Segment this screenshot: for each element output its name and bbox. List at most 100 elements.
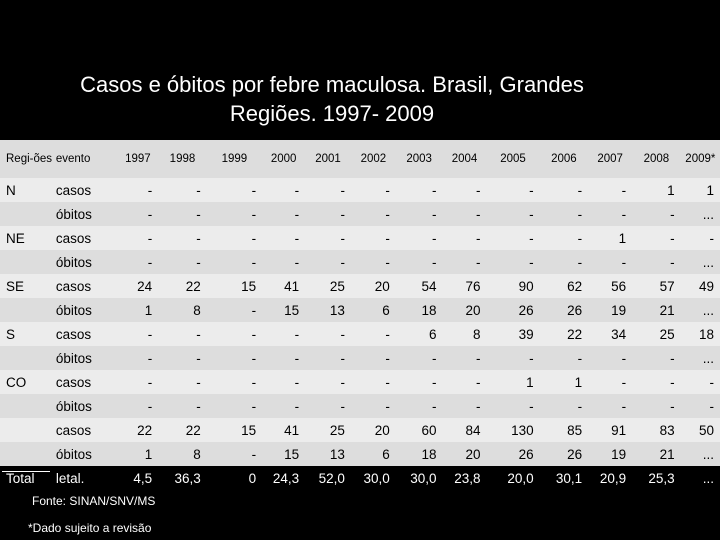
- event-cell: casos: [53, 322, 118, 346]
- event-cell: letal.: [53, 466, 118, 490]
- value-cell: -: [262, 178, 306, 202]
- value-cell: -: [395, 202, 443, 226]
- region-cell: [0, 346, 54, 370]
- value-cell: -: [680, 370, 720, 394]
- value-cell: -: [158, 322, 207, 346]
- value-cell: 25: [632, 322, 681, 346]
- value-cell: 25,3: [632, 466, 681, 490]
- value-cell: 56: [588, 274, 633, 298]
- value-cell: -: [350, 226, 396, 250]
- value-cell: 6: [395, 322, 443, 346]
- value-cell: 15: [206, 418, 263, 442]
- value-cell: -: [117, 322, 159, 346]
- value-cell: -: [350, 250, 396, 274]
- value-cell: -: [117, 202, 159, 226]
- value-cell: -: [350, 178, 396, 202]
- value-cell: -: [539, 202, 589, 226]
- header-event: evento: [53, 140, 118, 178]
- value-cell: -: [158, 178, 207, 202]
- value-cell: -: [395, 346, 443, 370]
- value-cell: -: [206, 298, 263, 322]
- event-cell: casos: [53, 418, 118, 442]
- event-cell: óbitos: [53, 298, 118, 322]
- value-cell: 18: [395, 298, 443, 322]
- value-cell: 18: [395, 442, 443, 466]
- value-cell: -: [158, 202, 207, 226]
- value-cell: -: [158, 250, 207, 274]
- header-year: 2003: [395, 140, 443, 178]
- value-cell: 21: [632, 442, 681, 466]
- event-cell: casos: [53, 226, 118, 250]
- event-cell: casos: [53, 178, 118, 202]
- value-cell: -: [117, 250, 159, 274]
- header-region: Regi-ões: [0, 140, 54, 178]
- title-line-1: Casos e óbitos por febre maculosa. Brasi…: [80, 72, 584, 97]
- value-cell: -: [442, 178, 487, 202]
- value-cell: 18: [680, 322, 720, 346]
- header-year: 2004: [442, 140, 487, 178]
- value-cell: -: [305, 346, 351, 370]
- value-cell: -: [117, 226, 159, 250]
- value-cell: -: [486, 226, 540, 250]
- value-cell: -: [632, 250, 681, 274]
- region-cell: N: [0, 178, 54, 202]
- table-row: SE casos 24 22 15 41 25 20 54 76 90 62 56 57 49: [0, 274, 720, 298]
- revision-note: *Dado sujeito a revisão: [28, 521, 152, 535]
- value-cell: -: [539, 394, 589, 418]
- value-cell: -: [486, 394, 540, 418]
- region-cell: [0, 202, 54, 226]
- value-cell: -: [539, 226, 589, 250]
- region-cell: [0, 298, 54, 322]
- value-cell: -: [350, 370, 396, 394]
- value-cell: 30,0: [395, 466, 443, 490]
- value-cell: -: [305, 226, 351, 250]
- value-cell: 41: [262, 418, 306, 442]
- value-cell: 60: [395, 418, 443, 442]
- value-cell: -: [588, 178, 633, 202]
- value-cell: -: [206, 346, 263, 370]
- value-cell: -: [395, 178, 443, 202]
- value-cell: 8: [158, 442, 207, 466]
- value-cell: -: [680, 226, 720, 250]
- header-year: 2002: [350, 140, 396, 178]
- value-cell: -: [206, 250, 263, 274]
- value-cell: -: [680, 394, 720, 418]
- value-cell: 15: [206, 274, 263, 298]
- value-cell: -: [305, 202, 351, 226]
- header-year: 2005: [486, 140, 540, 178]
- value-cell: -: [588, 250, 633, 274]
- value-cell: 25: [305, 274, 351, 298]
- value-cell: 50: [680, 418, 720, 442]
- value-cell: ...: [680, 298, 720, 322]
- value-cell: -: [395, 250, 443, 274]
- value-cell: -: [158, 370, 207, 394]
- value-cell: 20: [350, 274, 396, 298]
- value-cell: -: [632, 394, 681, 418]
- value-cell: -: [305, 322, 351, 346]
- value-cell: 54: [395, 274, 443, 298]
- value-cell: 26: [486, 442, 540, 466]
- region-cell: NE: [0, 226, 54, 250]
- value-cell: 23,8: [442, 466, 487, 490]
- header-year: 2001: [305, 140, 351, 178]
- table-row: casos 22 22 15 41 25 20 60 84 130 85 91 83 50: [0, 418, 720, 442]
- event-cell: óbitos: [53, 346, 118, 370]
- value-cell: 6: [350, 442, 396, 466]
- value-cell: 49: [680, 274, 720, 298]
- value-cell: -: [206, 370, 263, 394]
- value-cell: -: [305, 394, 351, 418]
- region-cell: [0, 394, 54, 418]
- value-cell: -: [117, 178, 159, 202]
- value-cell: 1: [117, 298, 159, 322]
- value-cell: 1: [588, 226, 633, 250]
- value-cell: -: [206, 442, 263, 466]
- value-cell: 24: [117, 274, 159, 298]
- event-cell: casos: [53, 274, 118, 298]
- region-cell: Total: [0, 466, 54, 490]
- table-row: óbitos - - - - - - - - - - - - -: [0, 394, 720, 418]
- header-row: Regi-ões evento 1997 1998 1999 2000 2001 2002 20…: [0, 140, 720, 178]
- value-cell: 91: [588, 418, 633, 442]
- value-cell: -: [486, 202, 540, 226]
- value-cell: 84: [442, 418, 487, 442]
